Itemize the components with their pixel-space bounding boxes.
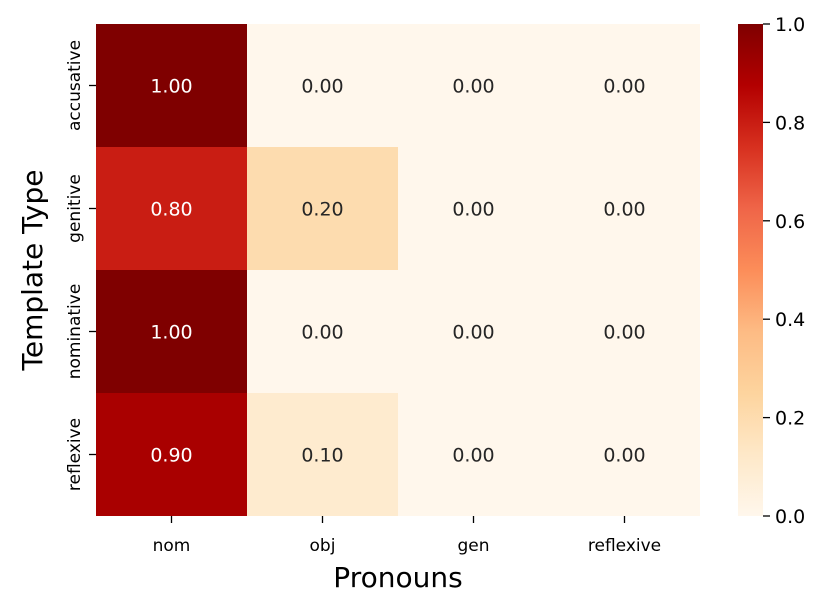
colorbar: 0.0 0.2 0.4 0.6 0.8 1.0 (738, 14, 805, 528)
colorbar-gradient (738, 24, 763, 516)
x-tick-label: obj (310, 536, 336, 556)
colorbar-tick-label: 0.8 (775, 112, 805, 134)
heatmap-cell-reflexive-gen (398, 393, 549, 516)
heatmap-cell-reflexive-nom (96, 393, 247, 516)
colorbar-tick-label: 0.0 (775, 506, 805, 528)
heatmap-cell-accusative-nom (96, 24, 247, 147)
y-axis-ticks: accusative genitive nominative reflexive (65, 40, 96, 491)
heatmap-cell-genitive-obj (247, 147, 398, 270)
colorbar-tick-label: 0.6 (775, 211, 805, 233)
cell-value-label: 0.00 (301, 76, 343, 98)
cell-value-label: 0.00 (452, 445, 494, 467)
colorbar-tick-label: 1.0 (775, 14, 805, 36)
cell-value-label: 0.80 (150, 199, 192, 221)
heatmap-cell-genitive-gen (398, 147, 549, 270)
cell-value-label: 0.20 (301, 199, 343, 221)
x-tick-label: gen (457, 536, 489, 556)
heatmap-cell-nominative-obj (247, 270, 398, 393)
y-tick-label: accusative (65, 40, 85, 131)
cell-value-label: 1.00 (150, 322, 192, 344)
heatmap-cell-accusative-reflexive (549, 24, 700, 147)
heatmap-cell-genitive-nom (96, 147, 247, 270)
y-tick-label: genitive (65, 174, 85, 243)
heatmap-cells: 1.00 0.00 0.00 0.00 0.80 0.20 0.00 0.00 1.00 0.00… (96, 24, 700, 516)
cell-value-label: 0.00 (301, 322, 343, 344)
heatmap-cell-accusative-gen (398, 24, 549, 147)
cell-value-label: 0.10 (301, 445, 343, 467)
heatmap-cell-nominative-reflexive (549, 270, 700, 393)
cell-value-label: 0.00 (603, 76, 645, 98)
heatmap-cell-accusative-obj (247, 24, 398, 147)
cell-value-label: 0.00 (603, 199, 645, 221)
heatmap-cell-nominative-nom (96, 270, 247, 393)
colorbar-tick-label: 0.2 (775, 408, 805, 430)
x-tick-label: reflexive (588, 536, 661, 556)
cell-value-label: 0.00 (603, 445, 645, 467)
y-tick-label: reflexive (65, 418, 85, 491)
y-tick-label: nominative (65, 284, 85, 380)
x-tick-label: nom (153, 536, 191, 556)
heatmap-cell-nominative-gen (398, 270, 549, 393)
heatmap-cell-reflexive-reflexive (549, 393, 700, 516)
colorbar-tick-label: 0.4 (775, 309, 805, 331)
cell-value-label: 0.00 (452, 199, 494, 221)
y-axis-title: Template Type (16, 170, 49, 372)
cell-value-label: 0.00 (452, 322, 494, 344)
cell-value-label: 0.00 (603, 322, 645, 344)
cell-value-label: 1.00 (150, 76, 192, 98)
cell-value-label: 0.90 (150, 445, 192, 467)
heatmap-cell-genitive-reflexive (549, 147, 700, 270)
x-axis-ticks: nom obj gen reflexive (153, 516, 661, 556)
x-axis-title: Pronouns (333, 561, 462, 594)
cell-value-label: 0.00 (452, 76, 494, 98)
heatmap-cell-reflexive-obj (247, 393, 398, 516)
